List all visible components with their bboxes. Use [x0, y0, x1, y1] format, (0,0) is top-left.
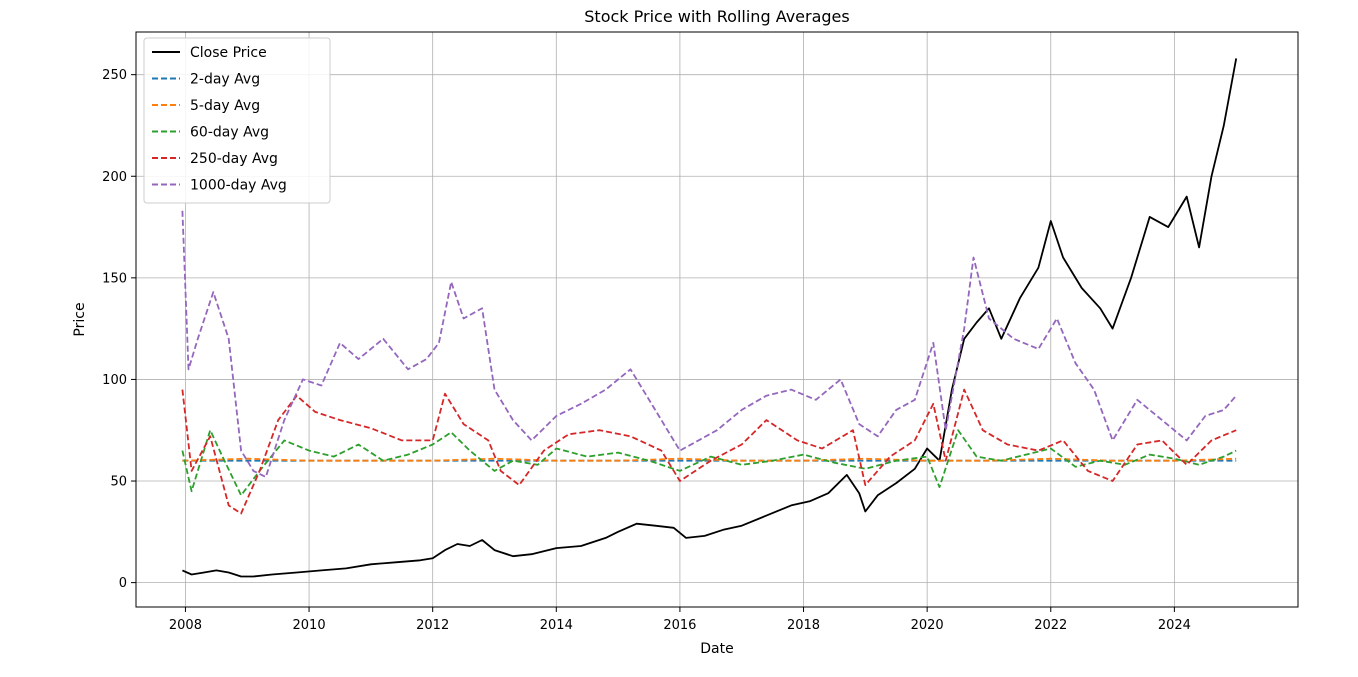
legend-box — [143, 37, 331, 204]
plot-frame — [135, 31, 1299, 608]
series-line-250-day-avg — [181, 388, 1237, 515]
x-tick-label: 2024 — [1158, 618, 1191, 633]
x-tick-label: 2008 — [169, 618, 202, 633]
y-tick-label: 50 — [110, 475, 127, 490]
chart-title: Stock Price with Rolling Averages — [584, 7, 849, 26]
x-tick-label: 2022 — [1034, 618, 1067, 633]
y-tick-label: 100 — [102, 373, 127, 388]
x-tick-label: 2018 — [787, 618, 820, 633]
legend-label: Close Price — [190, 45, 267, 61]
y-axis-label: Price — [72, 302, 88, 336]
x-tick-label: 2014 — [540, 618, 573, 633]
legend-label: 250-day Avg — [190, 151, 278, 167]
legend-label: 1000-day Avg — [190, 178, 287, 194]
x-tick-label: 2020 — [911, 618, 944, 633]
y-tick-label: 150 — [102, 271, 127, 286]
legend-label: 5-day Avg — [190, 98, 260, 114]
series-line-1000-day-avg — [181, 210, 1237, 478]
x-tick-label: 2012 — [416, 618, 449, 633]
legend-label: 2-day Avg — [190, 72, 260, 88]
y-tick-label: 0 — [119, 576, 127, 591]
legend-label: 60-day Avg — [190, 125, 269, 141]
x-tick-label: 2010 — [293, 618, 326, 633]
x-axis-label: Date — [700, 641, 733, 657]
grid-layer — [136, 32, 1298, 607]
legend: Close Price 2-day Avg 5-day Avg 60-day Avg 2… — [143, 37, 331, 204]
y-tick-label: 200 — [102, 170, 127, 185]
series-layer — [181, 58, 1238, 578]
series-line-close-price — [182, 58, 1238, 578]
series-line-60-day-avg — [181, 429, 1237, 497]
y-tick-label: 250 — [102, 68, 127, 83]
series-line-5-day-avg — [182, 457, 1237, 462]
ticks-layer: 2008 2010 2012 2014 2016 2018 2020 2022 2024 0 50 1… — [102, 68, 1191, 633]
x-tick-label: 2016 — [663, 618, 696, 633]
